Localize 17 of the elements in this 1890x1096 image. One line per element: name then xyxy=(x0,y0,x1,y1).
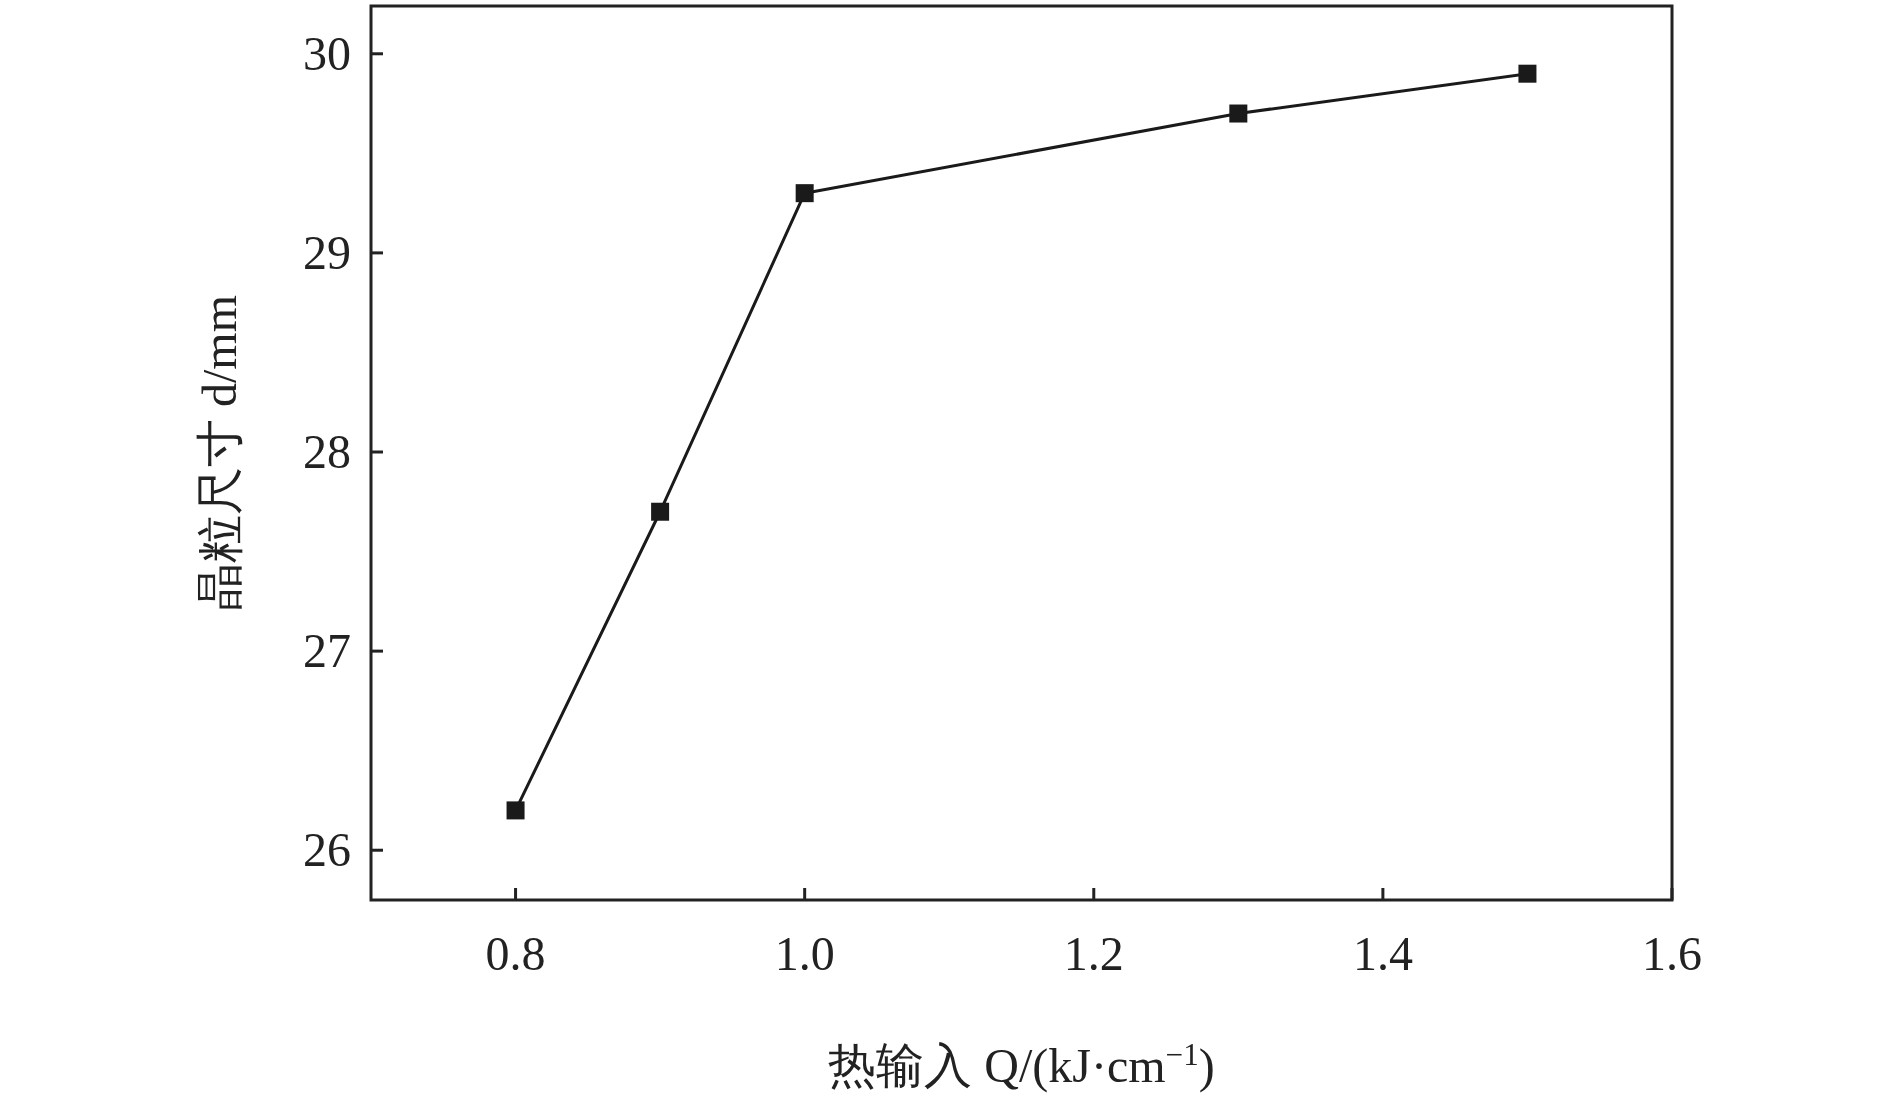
x-tick-label: 1.0 xyxy=(774,927,835,980)
point xyxy=(1229,104,1248,123)
y-axis-title: 晶粒尺寸 d/mm xyxy=(193,294,246,612)
y-tick-label: 27 xyxy=(303,624,351,678)
x-tick-label: 1.2 xyxy=(1063,927,1124,980)
y-tick-label: 28 xyxy=(303,425,351,478)
point xyxy=(651,502,670,521)
point xyxy=(1518,64,1537,83)
y-tick-label: 30 xyxy=(303,26,351,80)
x-tick-label: 0.8 xyxy=(485,927,546,980)
x-tick-label: 1.4 xyxy=(1352,927,1413,980)
y-tick-label: 26 xyxy=(303,823,351,877)
y-tick-label: 29 xyxy=(303,225,351,279)
x-tick-label: 1.6 xyxy=(1642,927,1702,980)
point xyxy=(795,184,814,203)
x-axis-title: 热输入 Q/(kJ·cm$^{−1}$) xyxy=(828,1036,1215,1093)
point xyxy=(506,801,525,820)
